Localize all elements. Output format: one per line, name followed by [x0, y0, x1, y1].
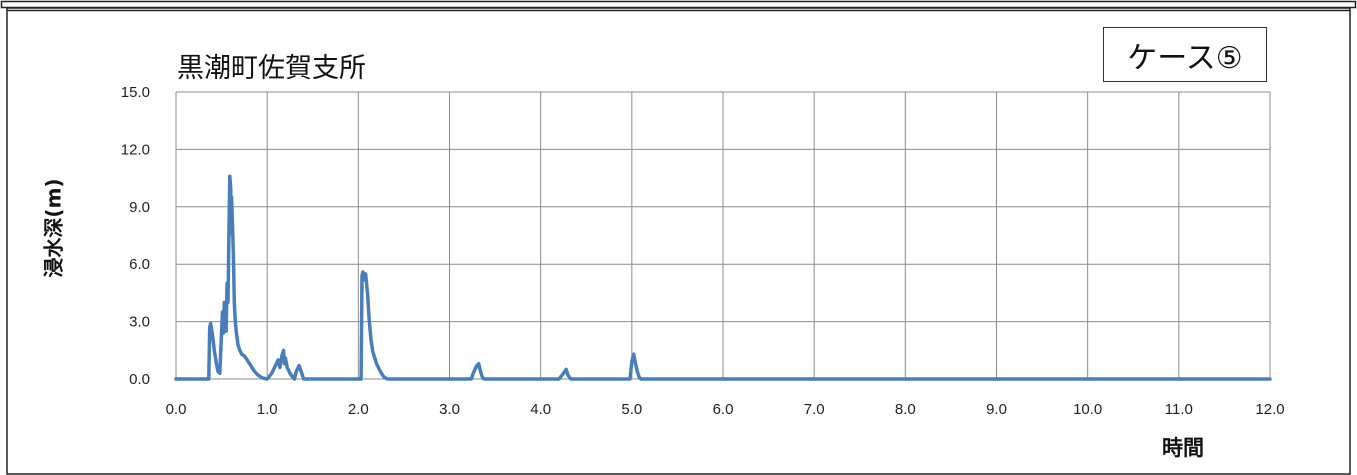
y-tick-label: 12.0 [121, 141, 150, 158]
x-tick-label: 0.0 [166, 401, 187, 418]
series-layer [174, 174, 1272, 381]
x-tick-label: 2.0 [348, 401, 369, 418]
y-tick-label: 0.0 [129, 371, 150, 388]
series-line [174, 174, 1272, 381]
y-tick-label: 6.0 [129, 256, 150, 273]
x-tick-label: 11.0 [1165, 401, 1193, 418]
x-tick-label: 3.0 [439, 401, 460, 418]
x-axis-label: 時間 [1162, 436, 1204, 460]
x-tick-label: 1.0 [257, 401, 278, 418]
case-label: ケース⑤ [1127, 40, 1243, 76]
y-tick-label: 3.0 [129, 314, 150, 331]
case-label-box: ケース⑤ [1103, 27, 1267, 82]
grid-lines [175, 91, 1271, 380]
y-tick-label: 15.0 [121, 84, 150, 101]
x-tick-label: 12.0 [1255, 401, 1284, 418]
x-tick-label: 6.0 [713, 401, 734, 418]
chart-title: 黒潮町佐賀支所 [177, 53, 366, 84]
x-tick-label: 9.0 [986, 401, 1007, 418]
x-tick-label: 10.0 [1073, 401, 1102, 418]
y-tick-label: 9.0 [129, 199, 150, 216]
x-tick-label: 7.0 [804, 401, 825, 418]
tick-labels: 0.0 1.0 2.0 3.0 4.0 5.0 6.0 7.0 8.0 9.0 10.0 11.0 12… [121, 84, 1285, 418]
y-axis-label: 浸水深(m) [41, 178, 66, 278]
x-tick-label: 5.0 [621, 401, 642, 418]
x-tick-label: 4.0 [530, 401, 551, 418]
x-tick-label: 8.0 [895, 401, 916, 418]
